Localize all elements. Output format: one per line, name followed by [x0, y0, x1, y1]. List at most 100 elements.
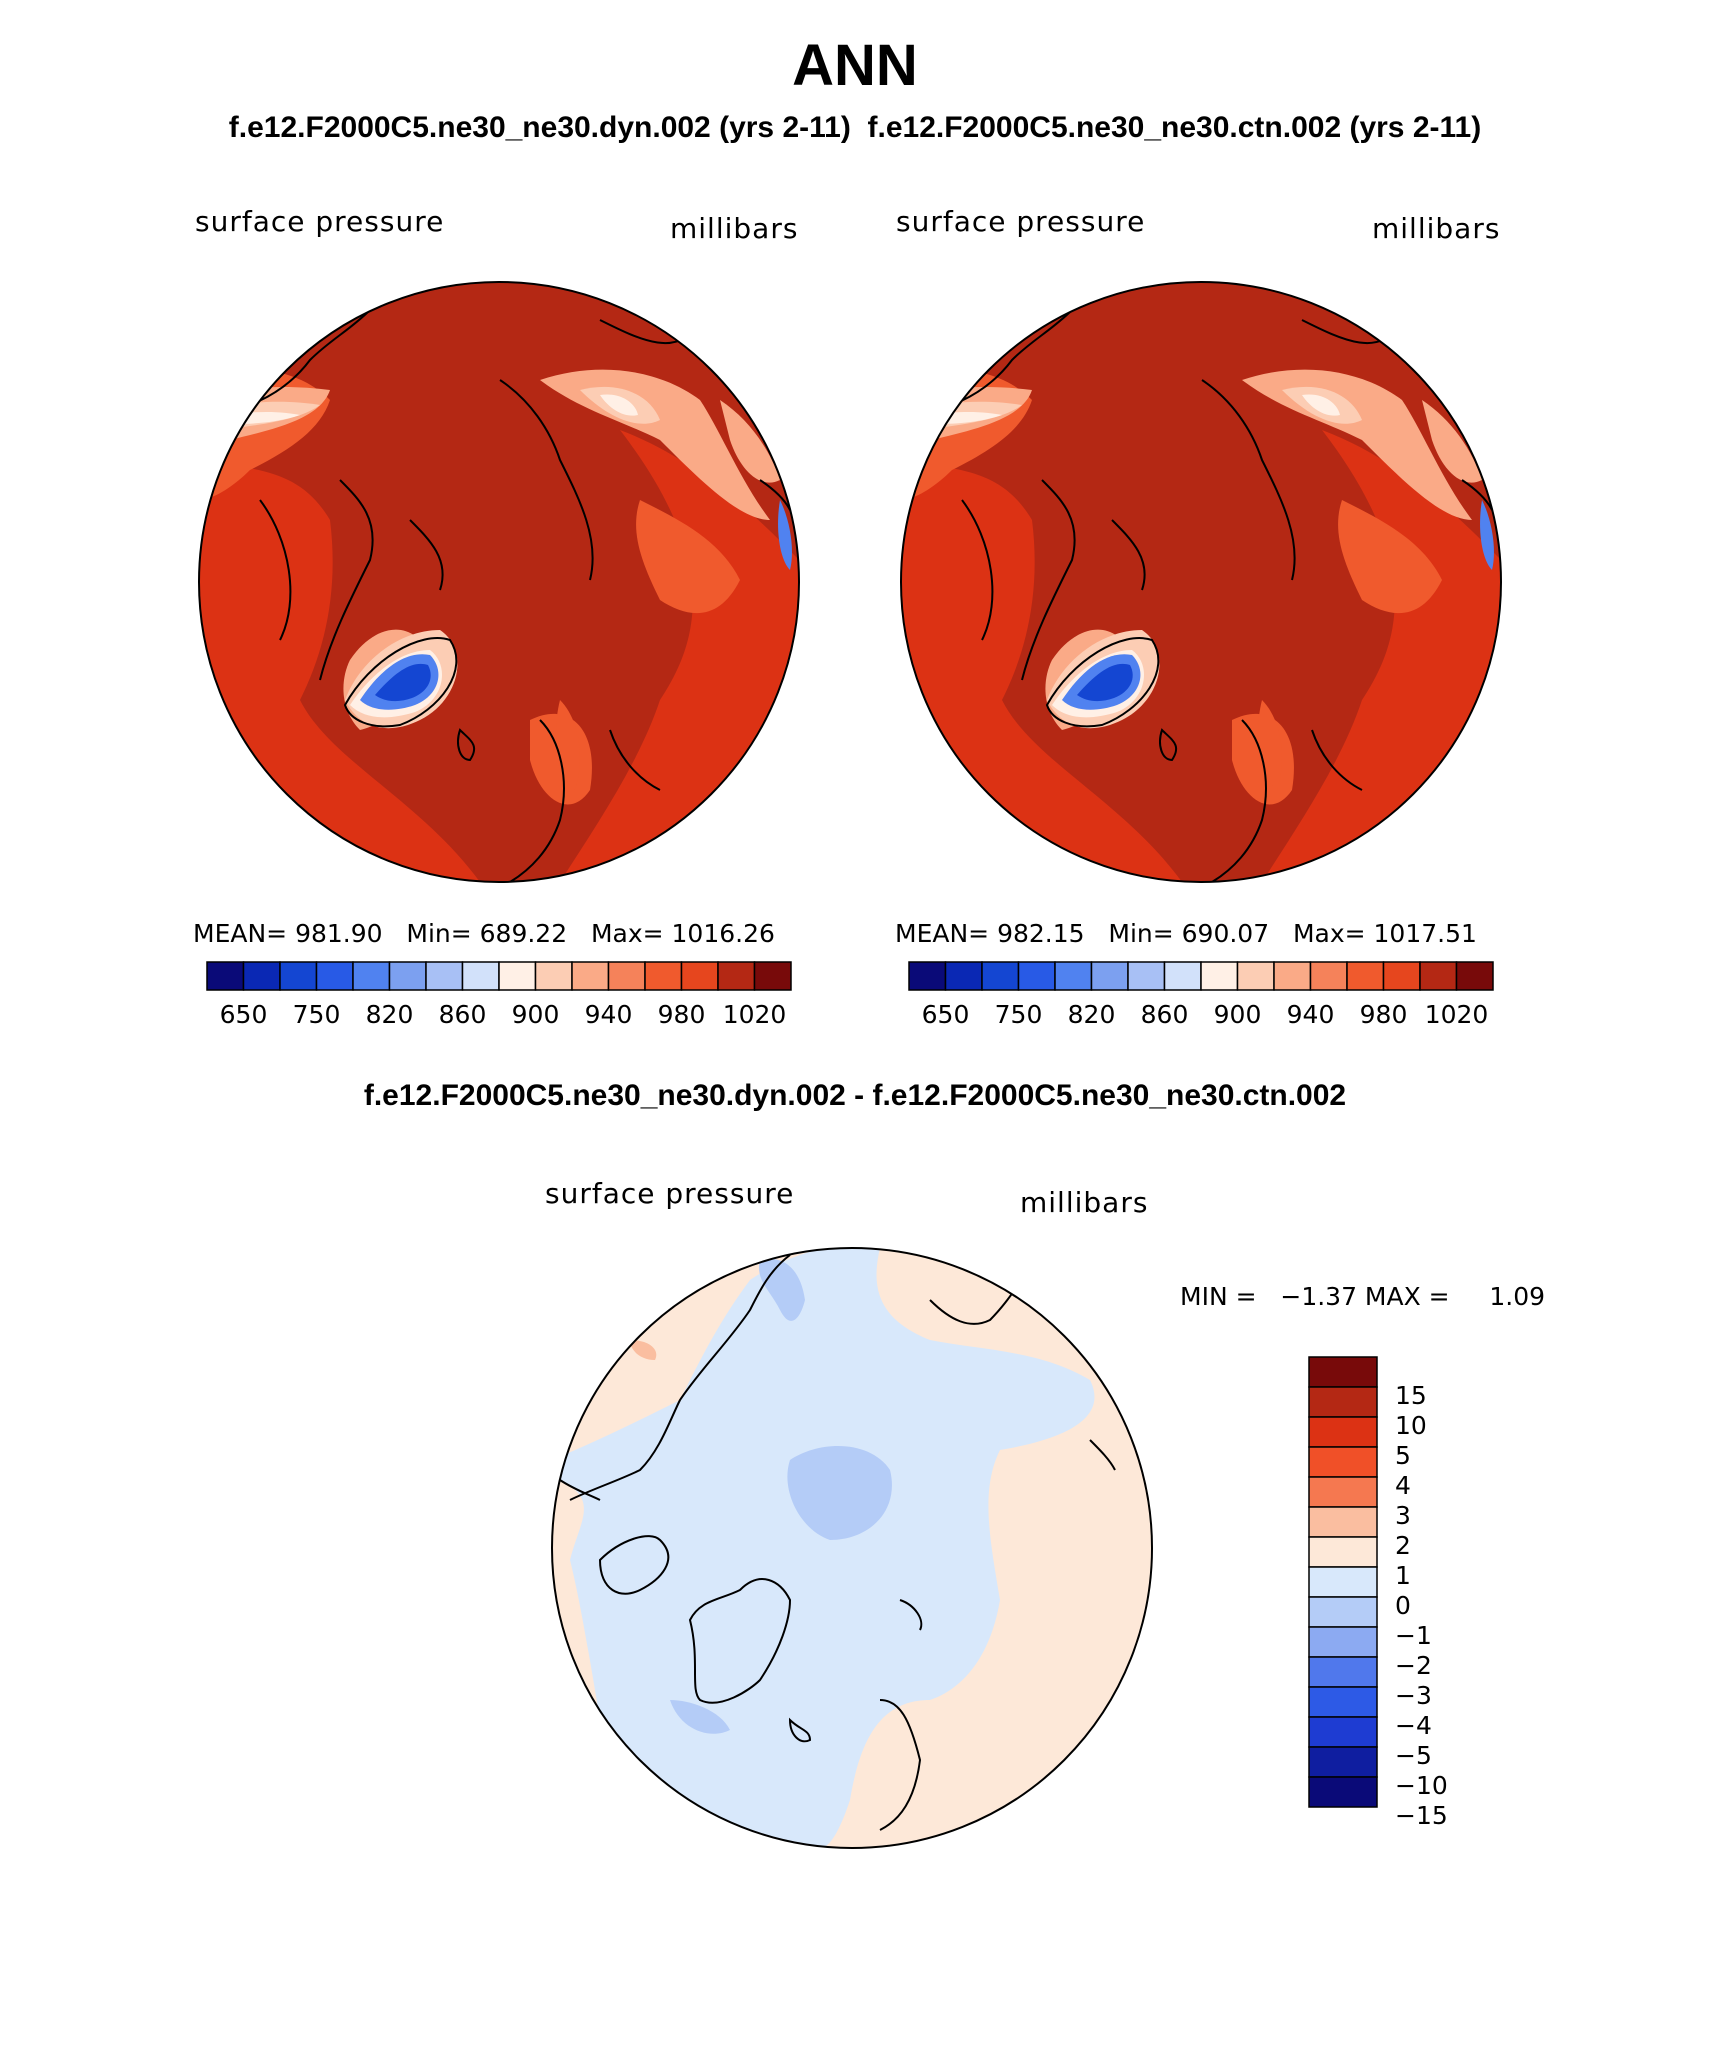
colorbar-ctn-swatch	[1127, 961, 1166, 991]
colorbar-ctn-swatch	[1200, 961, 1239, 991]
colorbar-ctn-swatch	[908, 961, 947, 991]
colorbar-diff-swatch	[1308, 1626, 1378, 1658]
colorbar-ctn-swatch	[1236, 961, 1275, 991]
colorbar-dyn-tick-label: 980	[657, 1000, 706, 1029]
colorbar-dyn-swatch	[680, 961, 719, 991]
colorbar-dyn-swatch	[206, 961, 245, 991]
colorbar-ctn-swatch	[1273, 961, 1312, 991]
colorbar-ctn	[908, 961, 1494, 991]
map-panel-dyn	[199, 282, 799, 882]
colorbar-diff-swatch	[1308, 1416, 1378, 1448]
colorbar-dyn-tick-label: 940	[584, 1000, 633, 1029]
colorbar-dyn-tick-label: 650	[219, 1000, 268, 1029]
colorbar-dyn-swatch	[644, 961, 683, 991]
colorbar-diff-tick-label: 3	[1395, 1501, 1411, 1530]
colorbar-diff-tick-label: 15	[1395, 1381, 1427, 1410]
colorbar-ctn-tick-label: 820	[1067, 1000, 1116, 1029]
colorbar-diff-tick-label: 10	[1395, 1411, 1427, 1440]
colorbar-dyn-tick-label: 860	[438, 1000, 487, 1029]
colorbar-dyn-swatch	[425, 961, 464, 991]
colorbar-diff-swatch	[1308, 1656, 1378, 1688]
colorbar-ctn-swatch	[944, 961, 983, 991]
colorbar-diff-tick-label: 1	[1395, 1561, 1411, 1590]
colorbar-ctn-tick-label: 860	[1140, 1000, 1189, 1029]
colorbar-ctn-swatch	[1017, 961, 1056, 991]
map-boundary-dyn	[198, 281, 800, 883]
colorbar-dyn-swatch	[388, 961, 427, 991]
colorbar-diff-tick-label: 0	[1395, 1591, 1411, 1620]
colorbar-dyn-swatch	[571, 961, 610, 991]
colorbar-diff-tick-label: −3	[1395, 1681, 1432, 1710]
colorbar-diff-tick-label: −1	[1395, 1621, 1432, 1650]
colorbar-diff-swatch	[1308, 1716, 1378, 1748]
diff-variable-label: surface pressure	[545, 1177, 795, 1210]
colorbar-ctn-swatch	[1090, 961, 1129, 991]
colorbar-ctn-swatch	[1419, 961, 1458, 991]
panel1-units-label: millibars	[670, 212, 799, 245]
map-panel-ctn	[901, 282, 1501, 882]
colorbar-diff-swatch	[1308, 1686, 1378, 1718]
colorbar-dyn-swatch	[498, 961, 537, 991]
colorbar-diff-tick-label: 4	[1395, 1471, 1411, 1500]
colorbar-diff-tick-label: −2	[1395, 1651, 1432, 1680]
colorbar-ctn-tick-label: 900	[1213, 1000, 1262, 1029]
colorbar-dyn-swatch	[352, 961, 391, 991]
colorbar-ctn-swatch	[1054, 961, 1093, 991]
colorbar-dyn	[206, 961, 792, 991]
colorbar-ctn-tick-label: 940	[1286, 1000, 1335, 1029]
colorbar-dyn-tick-label: 1020	[722, 1000, 787, 1029]
colorbar-dyn-swatch	[461, 961, 500, 991]
map-panel-diff	[552, 1248, 1152, 1848]
colorbar-diff-swatch	[1308, 1506, 1378, 1538]
diff-units-label: millibars	[1020, 1186, 1149, 1219]
colorbar-dyn-swatch	[279, 961, 318, 991]
colorbar-diff-tick-label: −10	[1395, 1771, 1448, 1800]
colorbar-diff	[1308, 1356, 1378, 1808]
colorbar-ctn-swatch	[1382, 961, 1421, 991]
colorbar-ctn-swatch	[1309, 961, 1348, 991]
colorbar-ctn-tick-label: 650	[921, 1000, 970, 1029]
colorbar-dyn-tick-label: 820	[365, 1000, 414, 1029]
map-boundary-ctn	[900, 281, 1502, 883]
colorbar-dyn-swatch	[717, 961, 756, 991]
colorbar-diff-swatch	[1308, 1596, 1378, 1628]
map-boundary-diff	[551, 1247, 1153, 1849]
diff-stats: MIN = −1.37 MAX = 1.09	[1180, 1282, 1546, 1311]
colorbar-diff-swatch	[1308, 1446, 1378, 1478]
colorbar-diff-swatch	[1308, 1356, 1378, 1388]
colorbar-dyn-swatch	[607, 961, 646, 991]
colorbar-diff-swatch	[1308, 1566, 1378, 1598]
panel1-variable-label: surface pressure	[195, 205, 445, 238]
colorbar-dyn-tick-label: 750	[292, 1000, 341, 1029]
colorbar-diff-tick-label: 2	[1395, 1531, 1411, 1560]
colorbar-diff-swatch	[1308, 1476, 1378, 1508]
case-subtitle: f.e12.F2000C5.ne30_ne30.dyn.002 (yrs 2-1…	[228, 111, 1482, 144]
colorbar-ctn-swatch	[1163, 961, 1202, 991]
colorbar-ctn-tick-label: 980	[1359, 1000, 1408, 1029]
colorbar-diff-swatch	[1308, 1386, 1378, 1418]
colorbar-diff-tick-label: −5	[1395, 1741, 1432, 1770]
page-title: ANN	[792, 33, 918, 98]
panel2-stats: MEAN= 982.15 Min= 690.07 Max= 1017.51	[895, 919, 1477, 948]
colorbar-dyn-swatch	[534, 961, 573, 991]
colorbar-ctn-tick-label: 1020	[1424, 1000, 1489, 1029]
panel2-units-label: millibars	[1372, 212, 1501, 245]
colorbar-ctn-swatch	[981, 961, 1020, 991]
colorbar-diff-tick-label: 5	[1395, 1441, 1411, 1470]
colorbar-ctn-swatch	[1455, 961, 1494, 991]
colorbar-ctn-tick-label: 750	[994, 1000, 1043, 1029]
colorbar-diff-tick-label: −15	[1395, 1801, 1448, 1830]
colorbar-ctn-swatch	[1346, 961, 1385, 991]
colorbar-diff-swatch	[1308, 1536, 1378, 1568]
colorbar-dyn-swatch	[242, 961, 281, 991]
panel2-variable-label: surface pressure	[896, 205, 1146, 238]
colorbar-diff-tick-label: −4	[1395, 1711, 1432, 1740]
colorbar-dyn-swatch	[753, 961, 792, 991]
diff-title: f.e12.F2000C5.ne30_ne30.dyn.002 - f.e12.…	[363, 1079, 1347, 1112]
panel1-stats: MEAN= 981.90 Min= 689.22 Max= 1016.26	[193, 919, 775, 948]
colorbar-diff-swatch	[1308, 1746, 1378, 1778]
colorbar-dyn-swatch	[315, 961, 354, 991]
colorbar-diff-swatch	[1308, 1776, 1378, 1808]
colorbar-dyn-tick-label: 900	[511, 1000, 560, 1029]
